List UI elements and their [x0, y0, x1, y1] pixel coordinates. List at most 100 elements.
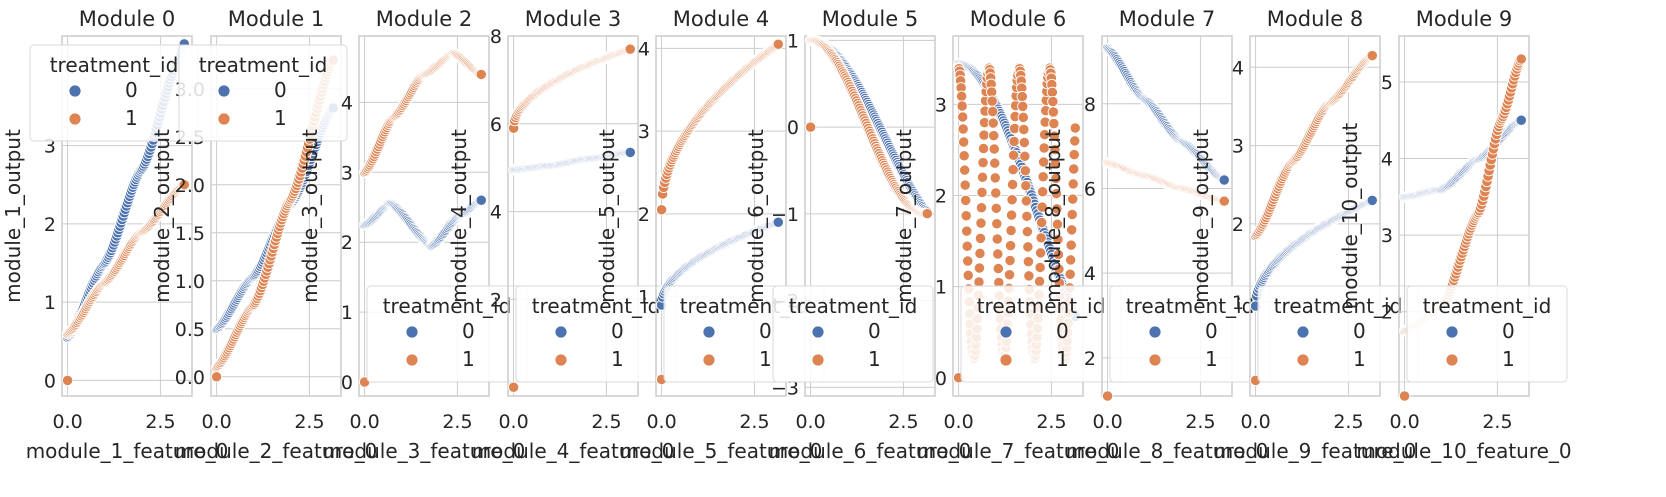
data-point-series-1 [1007, 149, 1020, 161]
x-tick-label: 0.0 [498, 411, 528, 433]
y-tick-label: 0 [787, 117, 799, 139]
plot-frame [1101, 35, 1233, 397]
y-tick-label: 6 [1084, 178, 1096, 200]
panel-title: Module 0 [79, 7, 175, 31]
data-point-series-1 [1003, 269, 1016, 281]
data-point-series-1 [1064, 268, 1076, 280]
data-point-series-1 [1068, 163, 1080, 175]
plot-frame [1249, 35, 1381, 397]
data-point-series-1 [1053, 263, 1065, 275]
data-point-series-1 [1052, 233, 1064, 246]
legend-marker [811, 353, 825, 367]
x-axis-label: module_10_feature_0 [1356, 439, 1571, 463]
data-point-series-1 [1020, 180, 1032, 192]
y-tick-label: 8 [1084, 94, 1096, 116]
data-point-series-1 [1052, 248, 1065, 261]
data-point-series-1 [960, 210, 972, 222]
x-tick-label: 2.5 [1036, 411, 1066, 433]
x-tick-label: 2.5 [1482, 411, 1512, 433]
y-axis-label: module_4_output [447, 129, 471, 303]
y-tick-label: 2 [1232, 214, 1244, 236]
panel-title: Module 6 [970, 7, 1066, 31]
legend-marker [405, 325, 419, 339]
data-point-series-1 [988, 129, 1000, 142]
y-tick-label: 1 [638, 287, 650, 309]
panel-7: Module 7 0.0 2.5 2 4 6 8 module_8_feature_0 modu… [1041, 7, 1271, 463]
legend-label: 0 [759, 319, 772, 343]
legend-title: treatment_id [789, 294, 918, 318]
data-point-series-0 [772, 216, 784, 228]
y-axis-label: module_6_output [744, 129, 768, 303]
legend-marker [68, 84, 82, 98]
y-tick-label: 1.0 [175, 271, 205, 293]
y-tick-label: 4 [341, 92, 353, 114]
x-tick-label: 2.5 [591, 411, 621, 433]
data-point-series-1 [973, 262, 986, 274]
legend-marker [999, 353, 1013, 367]
y-tick-label: 1.5 [175, 223, 205, 245]
legend-marker [811, 325, 825, 339]
legend-title: treatment_id [383, 294, 512, 318]
legend-marker [1445, 353, 1459, 367]
y-tick-label: 3 [1381, 225, 1393, 247]
y-tick-label: 4 [1381, 149, 1393, 171]
data-point-series-1 [962, 255, 974, 267]
y-axis-label: module_7_output [892, 129, 916, 303]
data-point-series-1 [957, 123, 969, 135]
legend-marker [554, 325, 568, 339]
y-tick-label: 2 [44, 214, 56, 236]
y-tick-label: 4 [490, 202, 502, 224]
data-point-series-1 [1035, 232, 1047, 244]
x-tick-label: 2.5 [294, 411, 324, 433]
data-point-series-1 [956, 100, 968, 112]
legend-title: treatment_id [1423, 294, 1552, 318]
data-point-series-1 [961, 225, 973, 237]
legend-marker [217, 84, 231, 98]
data-point-series-1 [1022, 241, 1034, 253]
data-point-series-1 [988, 143, 1000, 155]
data-point-series-1 [1036, 201, 1048, 213]
data-point-series-1 [1065, 254, 1077, 266]
panel-title: Module 8 [1267, 7, 1363, 31]
y-tick-label: 1 [1232, 292, 1244, 314]
legend-label: 1 [1353, 347, 1366, 371]
y-tick-label: 3 [935, 94, 947, 116]
y-tick-label: −3 [771, 377, 799, 399]
data-point-series-1 [1022, 255, 1035, 268]
data-point-series-1 [1036, 186, 1049, 198]
data-point-series-1 [624, 43, 636, 55]
legend-marker [554, 353, 568, 367]
data-point-series-1 [1066, 224, 1078, 236]
data-point-series-1 [1038, 142, 1050, 154]
y-axis-label: module_1_output [1, 129, 25, 303]
data-point-series-1 [1018, 136, 1030, 149]
panel-9: Module 9 0.0 2.5 2 3 4 5 module_10_feature_0 mod… [1338, 7, 1572, 463]
data-point-series-1 [991, 218, 1003, 230]
data-point-series-1 [1038, 156, 1050, 168]
data-point-series-1 [1066, 208, 1078, 221]
data-point-series-1 [507, 381, 520, 393]
plot-frame [952, 35, 1084, 397]
legend-label: 1 [1205, 347, 1218, 371]
x-tick-label: 0.0 [52, 411, 82, 433]
y-axis-label: module_9_output [1189, 129, 1213, 303]
data-point-series-1 [974, 247, 986, 260]
data-point-series-1 [475, 68, 487, 81]
data-point-series-1 [1515, 53, 1527, 65]
legend-label: 0 [1056, 319, 1069, 343]
y-tick-label: 0.0 [175, 367, 205, 389]
y-tick-label: 1 [935, 277, 947, 299]
legend-label: 0 [611, 319, 624, 343]
data-point-series-1 [1101, 390, 1114, 402]
panel-8: Module 8 0.0 2.5 1 2 3 4 module_9_feature_0 modu… [1189, 7, 1419, 463]
data-point-series-1 [978, 129, 990, 141]
legend-title: treatment_id [1274, 294, 1403, 318]
panel-5: Module 50.02.5−3−2−101module_6_feature_0… [744, 7, 971, 463]
data-point-series-1 [1020, 195, 1032, 207]
data-point-series-1 [958, 136, 970, 148]
x-tick-label: 2.5 [888, 411, 918, 433]
y-tick-label: 2 [490, 289, 502, 311]
